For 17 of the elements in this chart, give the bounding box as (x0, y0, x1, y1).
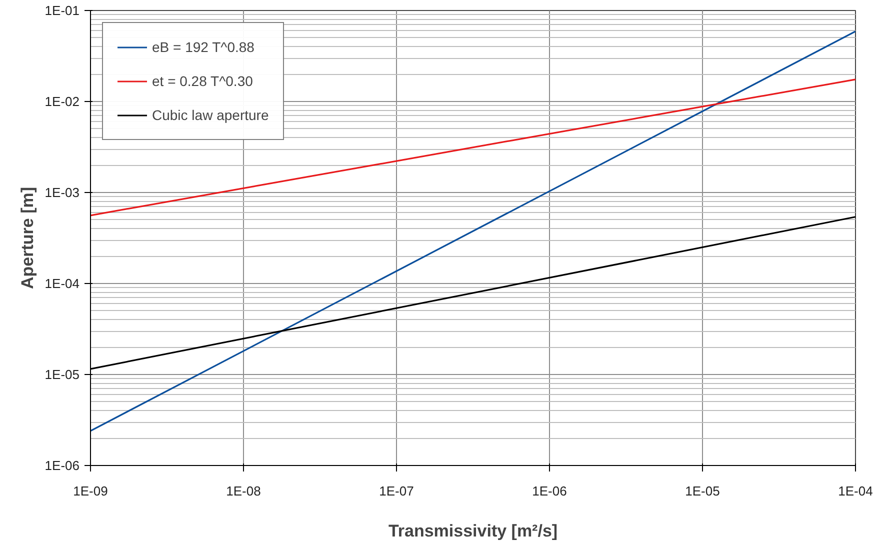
x-tick-label: 1E-08 (226, 484, 261, 498)
x-tick-label: 1E-05 (685, 484, 720, 498)
legend-label: et = 0.28 T^0.30 (152, 73, 253, 89)
x-tick-label: 1E-06 (532, 484, 567, 498)
y-tick-label: 1E-03 (44, 185, 80, 200)
y-tick-label: 1E-05 (44, 367, 80, 382)
y-tick-label: 1E-06 (44, 458, 80, 473)
y-tick-label: 1E-01 (44, 3, 80, 18)
x-axis-title: Transmissivity [m²/s] (388, 522, 558, 540)
y-tick-label: 1E-02 (44, 94, 80, 109)
y-axis-title: Aperture [m] (18, 186, 37, 290)
legend-label: Cubic law aperture (152, 107, 269, 123)
x-tick-label: 1E-09 (73, 484, 108, 498)
legend-label: eB = 192 T^0.88 (152, 39, 254, 55)
x-tick-label: 1E-04 (838, 484, 873, 498)
x-tick-label: 1E-07 (379, 484, 414, 498)
y-tick-label: 1E-04 (44, 276, 80, 291)
